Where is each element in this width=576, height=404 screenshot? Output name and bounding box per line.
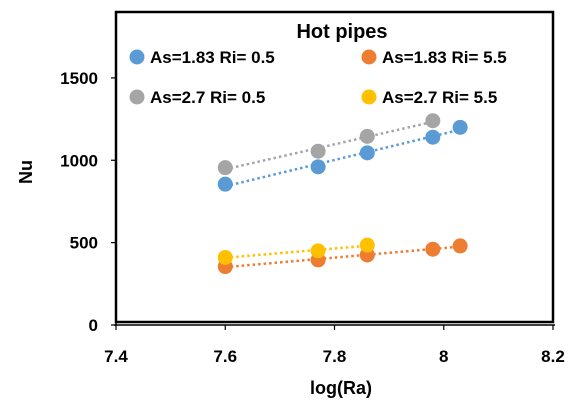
x-axis-title: log(Ra)	[310, 378, 372, 398]
legend-marker-series-2	[361, 49, 377, 65]
data-point-series-4	[217, 249, 233, 265]
data-point-series-1	[425, 129, 441, 145]
x-tick-label: 7.8	[323, 347, 347, 366]
x-tick-label: 7.4	[104, 347, 128, 366]
legend: As=1.83 Ri= 0.5 As=1.83 Ri= 5.5 As=2.7 Ri=…	[129, 48, 507, 107]
plot-area-frame	[114, 10, 555, 324]
data-point-series-3	[310, 143, 326, 159]
data-points	[217, 113, 468, 275]
data-point-series-1	[217, 176, 233, 192]
axis-ticks: 7.4 7.6 7.8 8 8.2 0 500 1000 1500	[60, 69, 565, 366]
data-point-series-1	[359, 145, 375, 161]
y-tick-label: 500	[70, 234, 98, 253]
data-point-series-3	[359, 128, 375, 144]
legend-marker-series-1	[129, 49, 145, 65]
y-tick-label: 1000	[60, 151, 98, 170]
y-axis-title: Nu	[16, 160, 36, 184]
trendline-series-1	[224, 128, 461, 188]
y-tick-label: 1500	[60, 69, 98, 88]
legend-label-series-1: As=1.83 Ri= 0.5	[150, 48, 275, 67]
trendline-series-3	[224, 120, 434, 171]
legend-marker-series-4	[361, 89, 377, 105]
legend-label-series-3: As=2.7 Ri= 0.5	[150, 88, 265, 107]
trendline-series-4	[225, 244, 368, 260]
chart-title: Hot pipes	[296, 21, 387, 43]
x-tick-label: 7.6	[213, 347, 237, 366]
data-point-series-4	[359, 237, 375, 253]
data-point-series-3	[217, 160, 233, 176]
y-tick-label: 0	[89, 316, 98, 335]
data-point-series-2	[425, 241, 441, 257]
trendline-series-2	[225, 245, 461, 269]
data-point-series-3	[425, 113, 441, 129]
data-point-series-2	[452, 238, 468, 254]
legend-label-series-2: As=1.83 Ri= 5.5	[382, 48, 507, 67]
data-point-series-1	[310, 159, 326, 175]
x-tick-label: 8	[439, 347, 448, 366]
trendlines	[224, 120, 461, 269]
x-tick-label: 8.2	[541, 347, 565, 366]
legend-label-series-4: As=2.7 Ri= 5.5	[382, 88, 497, 107]
legend-marker-series-3	[129, 89, 145, 105]
data-point-series-4	[310, 243, 326, 259]
data-point-series-1	[452, 119, 468, 135]
